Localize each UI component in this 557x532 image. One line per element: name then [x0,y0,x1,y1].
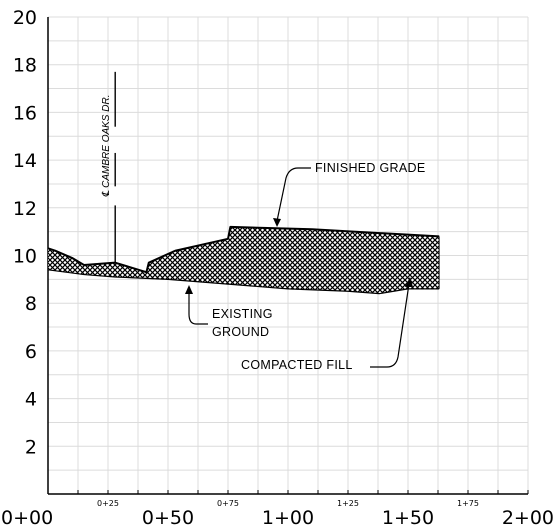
x-tick-label-minor: 1+75 [457,499,479,508]
centerline-marker: ℄ CAMBRE OAKS DR. [101,71,116,263]
existing-ground-arrowhead [185,285,193,294]
y-tick-label: 16 [13,102,37,124]
x-tick-label: 2+00 [502,507,554,529]
y-tick-label: 8 [25,293,37,315]
x-tick-label-minor: 0+75 [217,499,239,508]
compacted-fill-hatch [48,226,440,294]
y-tick-label: 18 [13,55,37,77]
y-tick-label: 20 [13,7,37,29]
tick-labels: 2 4 6 8 10 12 14 16 18 20 0+00 0+50 1+00 1+50 2+00 0+25… [1,7,554,529]
finished-grade-line [47,225,440,274]
finished-grade-leader [276,167,311,222]
finished-grade-label: FINISHED GRADE [315,161,425,175]
x-tick-label: 1+50 [382,507,434,529]
existing-ground-label-line1: EXISTING [212,307,273,321]
existing-ground-line [47,269,440,295]
x-tick-label-minor: 1+25 [337,499,359,508]
x-tick-label: 0+50 [142,507,194,529]
compacted-fill-leader [370,283,410,368]
annotations: FINISHED GRADE EXISTING GROUND COMPACTED… [185,161,425,372]
x-tick-label-minor: 0+25 [97,499,119,508]
x-tick-label: 1+00 [262,507,314,529]
compacted-fill-arrowhead [405,277,413,287]
compacted-fill-area [48,226,440,294]
x-tick-label: 0+00 [1,507,53,529]
y-tick-label: 2 [25,436,37,458]
y-tick-label: 6 [25,341,37,363]
finished-grade-arrowhead [273,218,281,227]
profile-lines [47,225,440,295]
y-tick-label: 12 [13,198,37,220]
existing-ground-label-line2: GROUND [212,325,269,339]
y-tick-label: 14 [13,150,37,172]
y-tick-label: 10 [13,246,37,268]
y-tick-label: 4 [25,389,37,411]
compacted-fill-label: COMPACTED FILL [241,358,353,372]
centerline-label: ℄ CAMBRE OAKS DR. [101,95,112,198]
existing-ground-leader [188,292,208,325]
